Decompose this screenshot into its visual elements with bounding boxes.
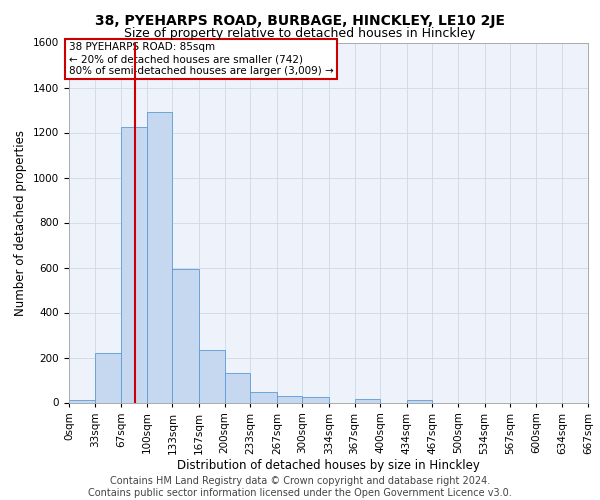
Bar [172,268,199,402]
Text: 38 PYEHARPS ROAD: 85sqm
← 20% of detached houses are smaller (742)
80% of semi-d: 38 PYEHARPS ROAD: 85sqm ← 20% of detache… [69,42,334,76]
Bar [302,397,329,402]
Text: 38, PYEHARPS ROAD, BURBAGE, HINCKLEY, LE10 2JE: 38, PYEHARPS ROAD, BURBAGE, HINCKLEY, LE… [95,14,505,28]
Bar [199,350,224,403]
Bar [147,112,172,403]
Bar [355,399,380,402]
Bar [69,400,95,402]
Bar [277,396,302,402]
X-axis label: Distribution of detached houses by size in Hinckley: Distribution of detached houses by size … [177,459,480,472]
Bar [250,392,277,402]
Bar [407,400,433,402]
Bar [95,353,121,403]
Bar [121,127,147,402]
Text: Size of property relative to detached houses in Hinckley: Size of property relative to detached ho… [124,28,476,40]
Text: Contains HM Land Registry data © Crown copyright and database right 2024.
Contai: Contains HM Land Registry data © Crown c… [88,476,512,498]
Bar [224,373,250,402]
Y-axis label: Number of detached properties: Number of detached properties [14,130,28,316]
